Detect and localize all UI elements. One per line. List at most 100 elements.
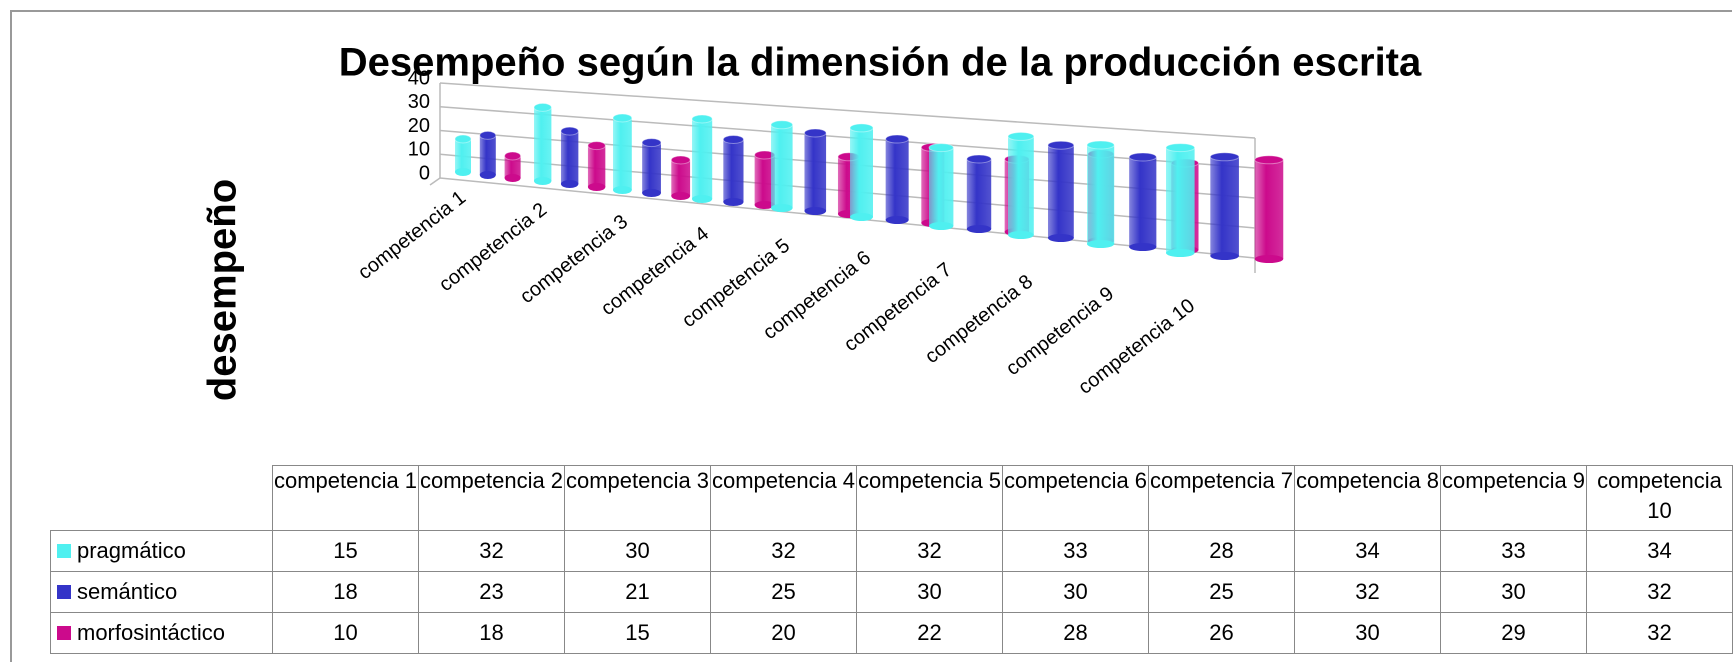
table-value: 34	[1294, 530, 1441, 572]
bar	[1008, 136, 1034, 235]
table-value: 20	[710, 612, 857, 654]
table-value: 18	[418, 612, 565, 654]
legend-swatch	[57, 585, 71, 599]
y-tick-label: 30	[408, 91, 430, 113]
table-header-cell: competencia 8	[1294, 465, 1441, 531]
bar-base	[1008, 231, 1034, 239]
bar	[885, 139, 909, 220]
bar	[455, 139, 471, 172]
bar-base	[723, 198, 744, 206]
table-value: 30	[1002, 571, 1149, 613]
bar	[771, 124, 793, 208]
bar-base	[455, 168, 471, 176]
bar-base	[534, 177, 552, 185]
bar	[587, 145, 606, 187]
table-value: 30	[1440, 571, 1587, 613]
bar	[613, 118, 632, 190]
bar-top	[722, 135, 745, 144]
table-value: 25	[1148, 571, 1295, 613]
bar	[1129, 157, 1157, 247]
table-value: 33	[1002, 530, 1149, 572]
bar-top	[885, 134, 910, 144]
bar-top	[770, 120, 794, 130]
bar-base	[1210, 252, 1239, 260]
bar-top	[454, 134, 472, 144]
bar	[534, 107, 552, 181]
bar-top	[641, 138, 662, 148]
bar-base	[754, 201, 775, 209]
bar-top	[803, 128, 827, 138]
table-value: 32	[710, 530, 857, 572]
bar-base	[587, 183, 606, 191]
table-value: 28	[1148, 530, 1295, 572]
table-value: 25	[710, 571, 857, 613]
bar-base	[929, 222, 954, 230]
bar	[850, 127, 873, 217]
table-value: 34	[1586, 530, 1733, 572]
table-value: 15	[272, 530, 419, 572]
bar	[479, 135, 496, 175]
table-header-cell: competencia 7	[1148, 465, 1295, 531]
bar	[1254, 159, 1284, 259]
bar-top	[533, 102, 552, 112]
bar	[560, 131, 579, 184]
table-value: 15	[564, 612, 711, 654]
bar	[642, 142, 661, 193]
table-value: 30	[564, 530, 711, 572]
bar	[966, 159, 992, 229]
bar	[692, 119, 713, 199]
bar	[671, 160, 691, 196]
table-value: 28	[1002, 612, 1149, 654]
table-row: semántico 18 23 21 25 30 30 25 32 30 32	[50, 571, 1733, 613]
table-header-cell: competencia 5	[856, 465, 1003, 531]
legend-swatch	[57, 626, 71, 640]
y-tick-label: 20	[408, 115, 430, 137]
bar	[1047, 145, 1074, 238]
legend-swatch	[57, 544, 71, 558]
bar-top	[691, 114, 713, 124]
legend-label: morfosintáctico	[77, 620, 225, 645]
table-header-cell: competencia 2	[418, 465, 565, 531]
bar-base	[804, 207, 827, 215]
table-value: 32	[856, 530, 1003, 572]
y-axis-label: desempeño	[201, 179, 245, 401]
bar	[929, 147, 954, 226]
bar-top	[670, 155, 691, 165]
table-value: 30	[856, 571, 1003, 613]
bar	[723, 139, 744, 202]
bar-base	[1087, 240, 1115, 248]
table-header-cell: competencia 6	[1002, 465, 1149, 531]
bar-base	[642, 189, 661, 197]
table-value: 23	[418, 571, 565, 613]
bar-top	[966, 154, 992, 164]
y-tick-label: 40	[408, 67, 430, 89]
bar-top	[504, 151, 522, 161]
chart-title: Desempeño según la dimensión de la produ…	[339, 41, 1422, 85]
table-header-cell: competencia 4	[710, 465, 857, 531]
table-value: 32	[418, 530, 565, 572]
bar-base	[671, 192, 691, 200]
grid-line	[439, 177, 1256, 259]
bar	[804, 133, 827, 211]
bar-base	[850, 213, 873, 221]
bar-top	[560, 126, 579, 136]
table-value: 21	[564, 571, 711, 613]
bar	[1210, 156, 1239, 256]
table-value: 32	[1294, 571, 1441, 613]
bar-base	[1047, 234, 1074, 242]
bar-top	[1209, 152, 1240, 162]
bar	[1166, 147, 1195, 253]
bar	[754, 155, 775, 205]
bar-base	[504, 174, 521, 182]
bar-top	[849, 123, 874, 133]
bar-top	[612, 113, 633, 123]
table-header-cell: competencia 9	[1440, 465, 1587, 531]
legend-cell: pragmático	[50, 530, 273, 572]
floor-edge	[429, 177, 441, 186]
table-corner	[51, 466, 273, 531]
bar-base	[771, 204, 793, 212]
frame-border	[10, 10, 1732, 662]
